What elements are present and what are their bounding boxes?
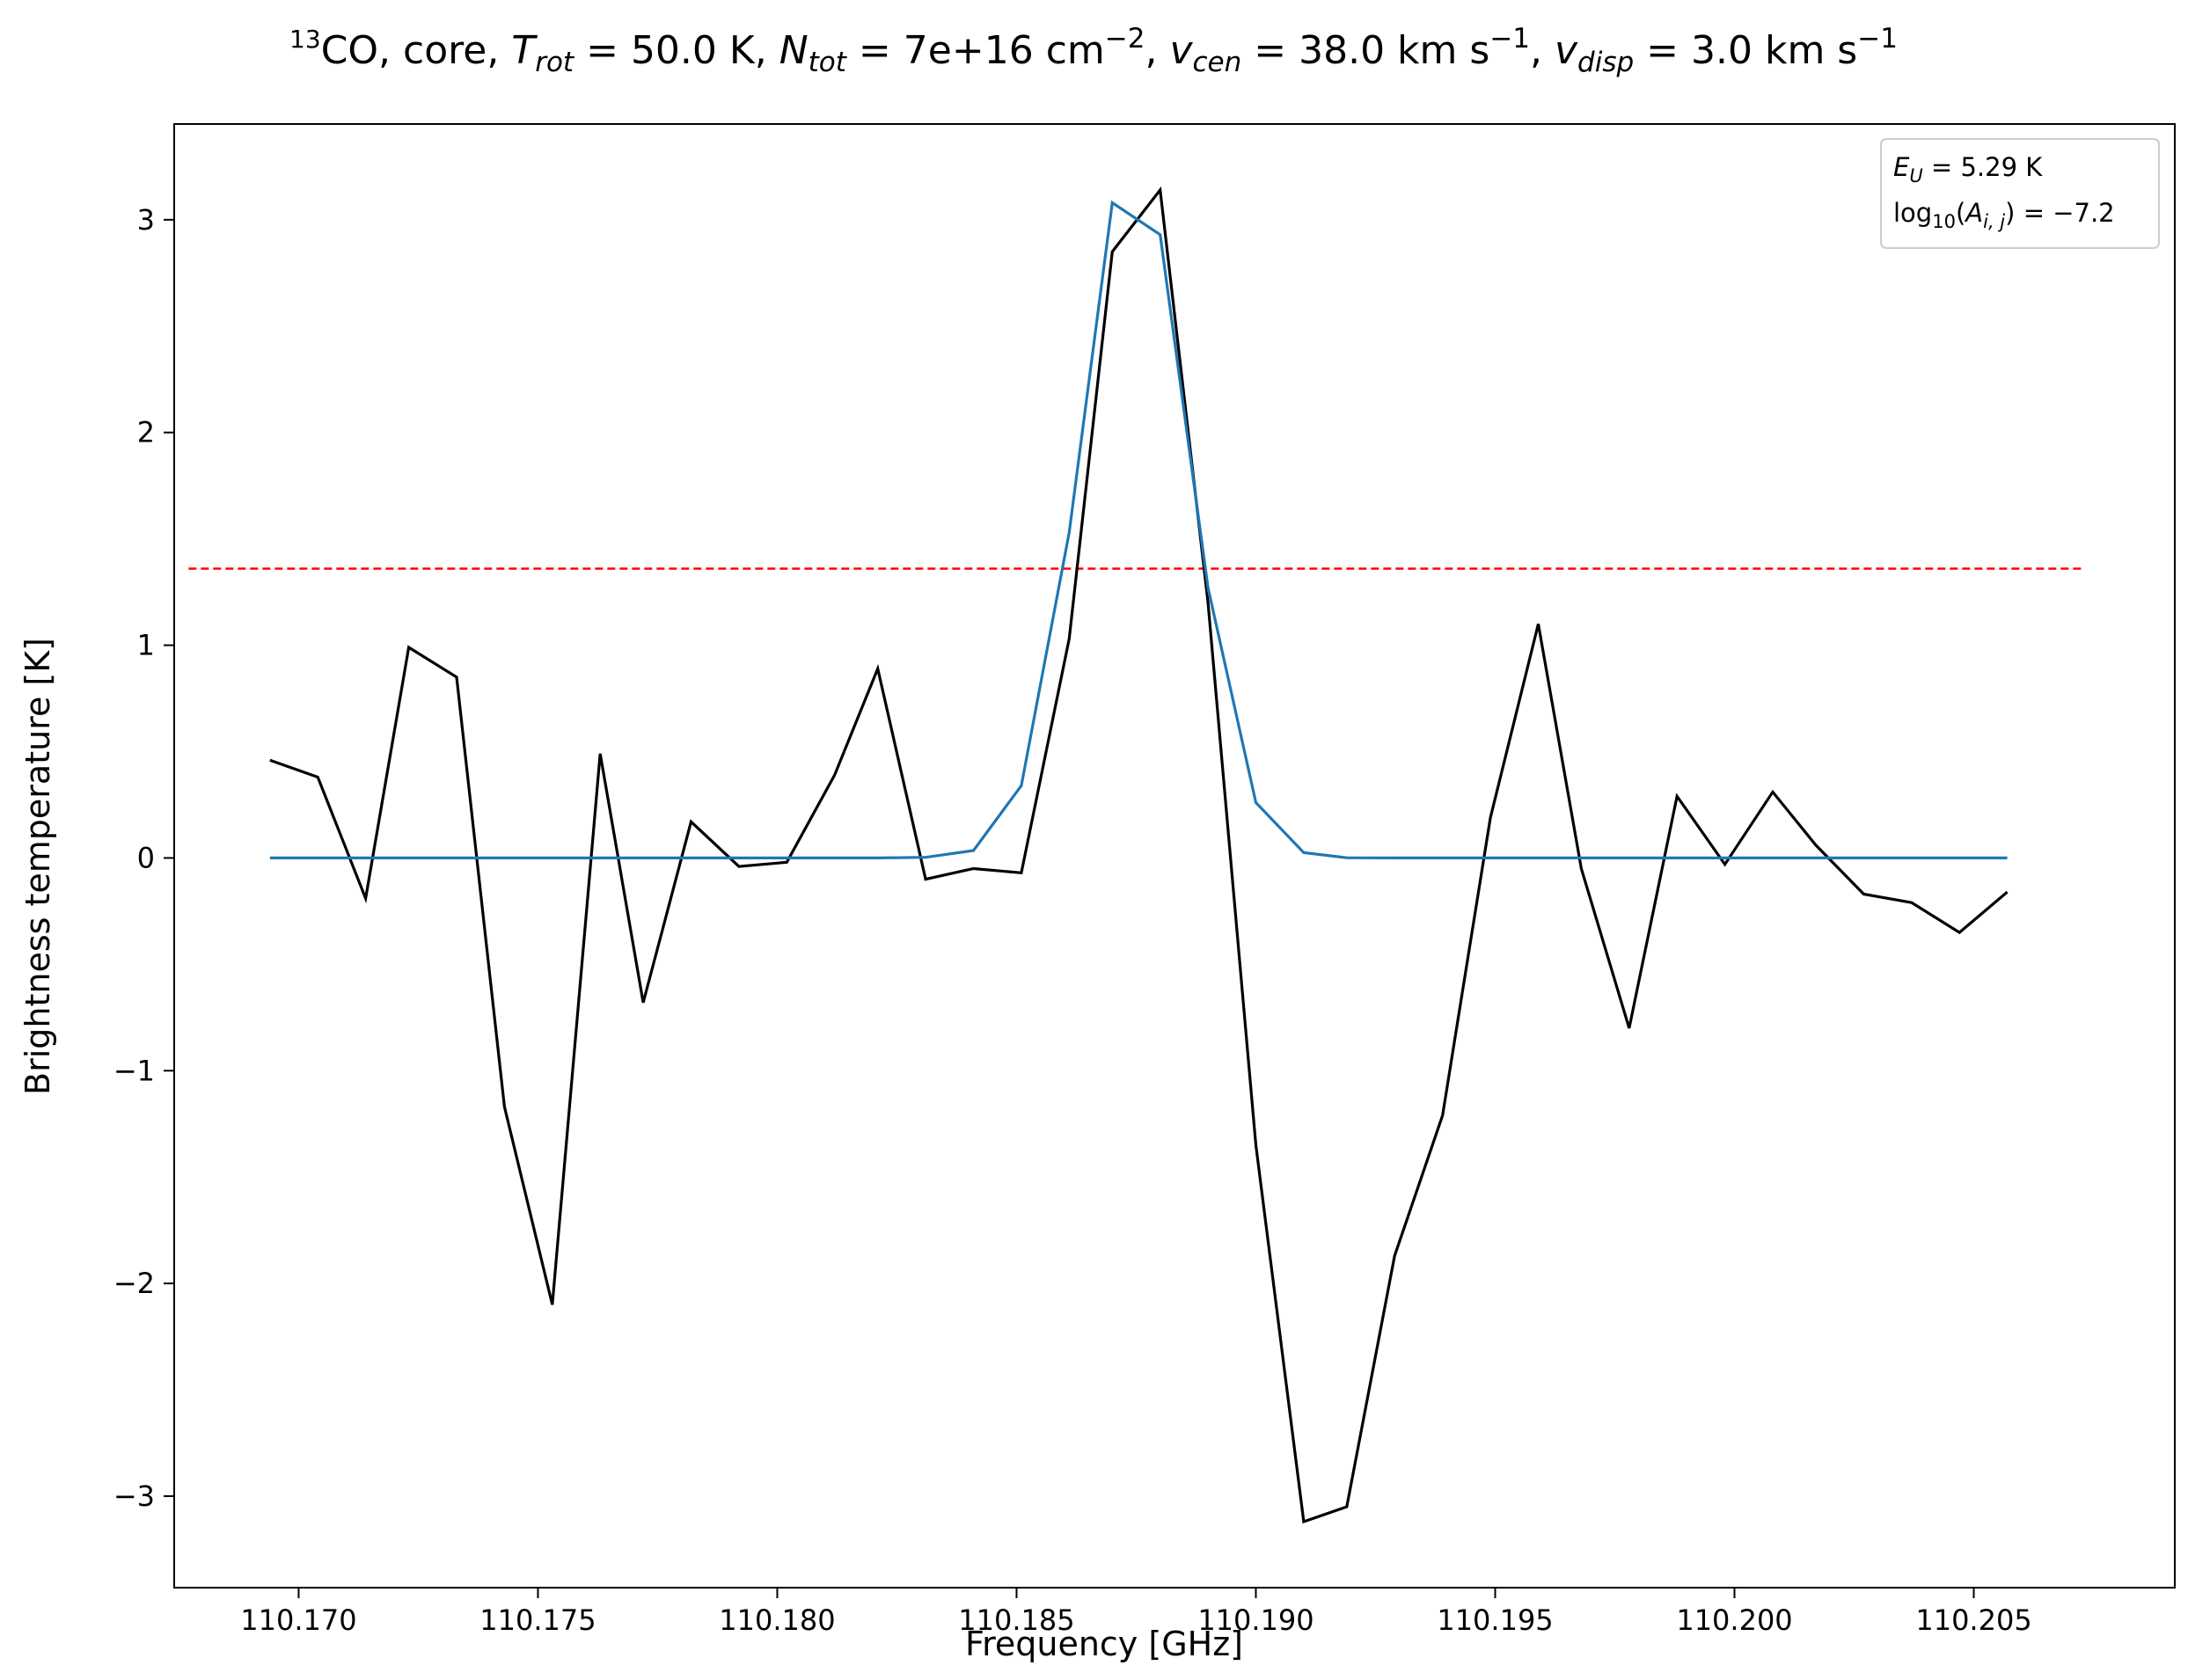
y-tick-label: −3 [113, 1479, 155, 1513]
y-tick-label: 1 [137, 629, 155, 662]
legend-log: log10(Ai, j) = −7.2 [1893, 198, 2115, 232]
legend-eu: EU = 5.29 K [1893, 152, 2043, 186]
x-tick-label: 110.190 [1197, 1603, 1314, 1637]
title-species-sup: 13 [289, 25, 321, 54]
chart-title: 13CO, core, Trot = 50.0 K, Ntot = 7e+16 … [289, 23, 1898, 78]
title-ntot-exp: −2 [1105, 23, 1145, 55]
x-axis-label: Frequency [GHz] [965, 1625, 1243, 1663]
legend: EU = 5.29 K log10(Ai, j) = −7.2 [1880, 138, 2160, 249]
y-tick-label: −2 [113, 1267, 155, 1300]
title-vdisp-exp: −1 [1857, 23, 1898, 55]
legend-eu-value: 5.29 K [1960, 152, 2043, 182]
x-axis: 110.170 110.175 110.180 110.185 110.190 110.1… [240, 1588, 2032, 1637]
x-tick-label: 110.195 [1437, 1603, 1553, 1637]
title-trot: 50.0 K [631, 28, 756, 73]
title-vcen: 38.0 km s [1299, 28, 1489, 73]
x-tick-label: 110.200 [1676, 1603, 1792, 1637]
model-spectrum-line [269, 200, 2008, 860]
observed-spectrum-line [269, 186, 2009, 1524]
x-tick-label: 110.205 [1915, 1603, 2031, 1637]
title-ntot: 7e+16 cm [904, 28, 1105, 73]
plot-frame [173, 123, 2176, 1589]
y-axis-label: Brightness temperature [K] [18, 638, 57, 1095]
title-vdisp: 3.0 km s [1691, 28, 1857, 73]
legend-log-value: −7.2 [2053, 198, 2114, 228]
title-vcen-exp: −1 [1489, 23, 1530, 55]
x-tick-label: 110.175 [479, 1603, 596, 1637]
y-tick-label: −1 [113, 1054, 155, 1087]
y-axis: −3 −2 −1 0 1 2 3 [113, 203, 174, 1513]
y-tick-label: 0 [137, 841, 155, 874]
title-region: core [403, 28, 487, 73]
x-tick-label: 110.185 [958, 1603, 1074, 1637]
legend-box [1880, 138, 2160, 249]
title-species: CO [321, 28, 378, 73]
y-tick-label: 3 [137, 203, 155, 237]
x-tick-label: 110.180 [719, 1603, 835, 1637]
y-tick-label: 2 [137, 416, 155, 449]
x-tick-label: 110.170 [240, 1603, 356, 1637]
